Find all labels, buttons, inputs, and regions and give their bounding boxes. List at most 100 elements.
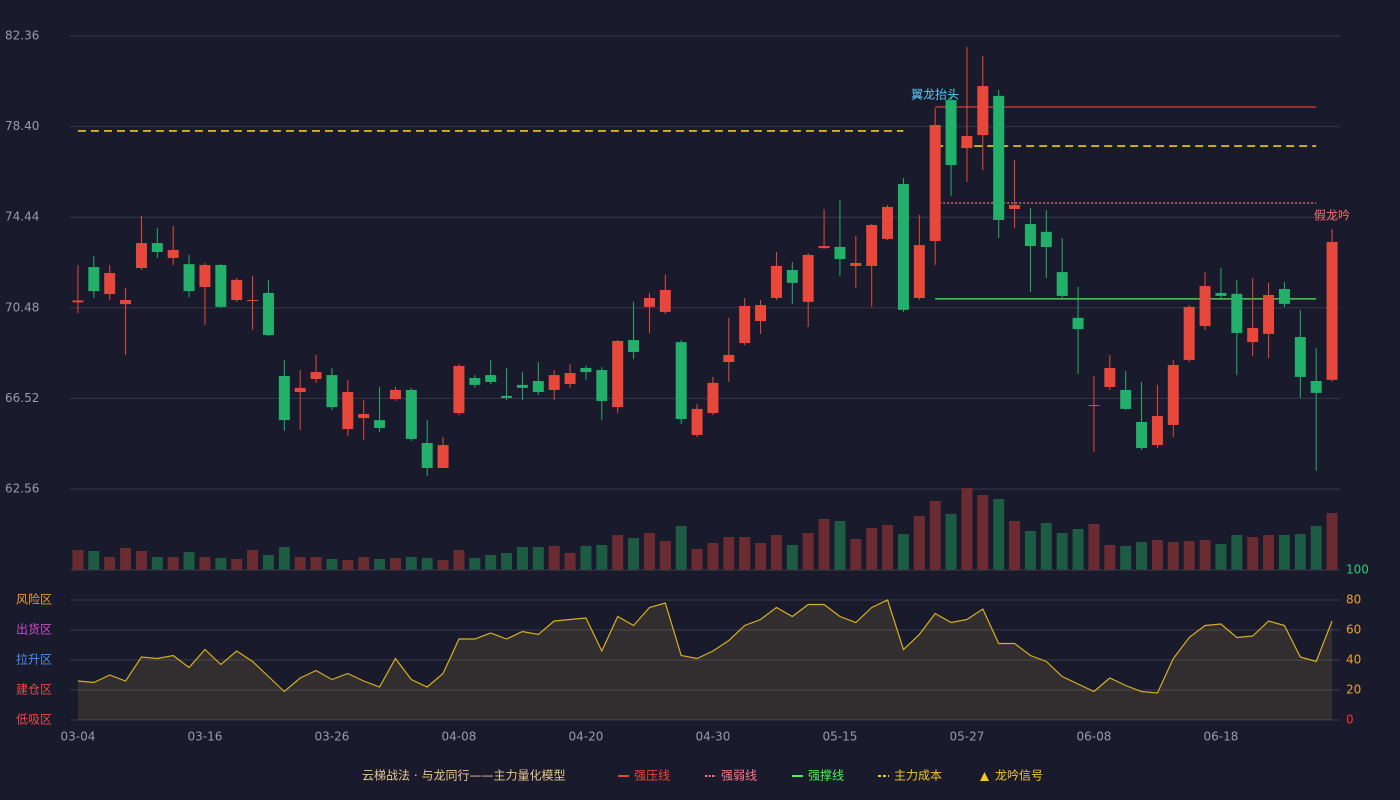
candle-body (104, 273, 116, 295)
y-tick-label: 66.52 (5, 391, 39, 405)
candle-body (866, 224, 878, 266)
indicator-line (77, 599, 1333, 694)
candle-body (786, 270, 798, 283)
x-tick-label: 03-26 (315, 730, 350, 744)
volume-bar (564, 553, 576, 570)
volume-bar (1294, 534, 1306, 570)
candle-body (215, 265, 227, 307)
volume-bar (643, 533, 655, 570)
volume-bar (294, 557, 306, 570)
volume-bar (1040, 523, 1052, 570)
y-tick-label: 60 (1346, 623, 1361, 637)
zone-label: 低吸区 (16, 713, 52, 727)
volume-bar (1215, 544, 1227, 570)
volume-bar (326, 559, 338, 570)
volume-bar (897, 534, 909, 570)
volume-bar (199, 557, 211, 570)
volume-bar (866, 528, 878, 570)
candle-body (389, 389, 401, 400)
volume-bar (247, 550, 259, 570)
volume-bar (215, 558, 227, 570)
candle-body (580, 367, 592, 373)
candle-body (977, 86, 989, 136)
candle-body (358, 413, 370, 419)
volume-bar (1151, 540, 1163, 570)
candle-body (1167, 364, 1179, 425)
x-tick-label: 04-20 (569, 730, 604, 744)
volume-bar (818, 519, 830, 570)
candle-body (1278, 289, 1290, 304)
volume-bar (580, 546, 592, 570)
legend-label: 龙吟信号 (995, 768, 1043, 783)
volume-bar (1024, 531, 1036, 570)
volume-bar (358, 557, 370, 570)
volume-bar (1120, 546, 1132, 570)
candle-body (516, 384, 528, 388)
volume-bar (739, 537, 751, 570)
candle-body (501, 395, 513, 398)
candle-body (405, 389, 417, 439)
volume-bar (628, 538, 640, 570)
candle-body (326, 375, 338, 408)
volume-bar (961, 488, 973, 570)
zone-label: 风险区 (16, 592, 52, 607)
candle-body (1247, 327, 1259, 343)
y-tick-label: 40 (1346, 653, 1361, 667)
x-tick-label: 04-30 (696, 730, 731, 744)
candle-body (1024, 224, 1036, 247)
candle-body (802, 254, 814, 302)
candle-body (1056, 272, 1068, 296)
candle-body (485, 375, 497, 382)
volume-bar (183, 552, 195, 570)
y-tick-label: 82.36 (5, 29, 39, 43)
volume-bar (675, 526, 687, 570)
y-tick-label: 62.56 (5, 482, 39, 496)
annotation: 假龙吟 (1314, 208, 1350, 223)
candle-body (564, 373, 576, 384)
candle-body (548, 375, 560, 390)
candle-body (278, 375, 290, 421)
volume-bar (1310, 526, 1322, 570)
candle-body (151, 243, 163, 252)
candle-body (342, 391, 354, 430)
candle-body (1326, 241, 1338, 380)
volume-bar (850, 539, 862, 570)
volume-bar (707, 543, 719, 570)
candle-body (739, 305, 751, 344)
volume-bar (802, 533, 814, 570)
candle-body (262, 292, 274, 336)
volume-bar (374, 559, 386, 570)
volume-bar (1009, 521, 1021, 570)
candle-body (675, 342, 687, 419)
legend-label: 强压线 (634, 769, 670, 783)
candle-body (723, 354, 735, 363)
candle-body (961, 135, 973, 149)
candle-body (374, 420, 386, 428)
volume-bar (755, 543, 767, 570)
volume-bar (1263, 535, 1275, 570)
candle-body (72, 300, 84, 303)
volume-bar (278, 547, 290, 570)
candle-body (818, 246, 830, 249)
legend-title: 云梯战法 · 与龙同行——主力量化模型 (362, 769, 565, 783)
annotation: 翼龙抬头 (911, 88, 959, 102)
volume-bar (151, 557, 163, 570)
candle-body (850, 262, 862, 266)
legend-label: 强弱线 (721, 769, 757, 783)
zone-label: 出货区 (16, 622, 52, 637)
candle-body (247, 300, 259, 302)
y-tick-label: 70.48 (5, 300, 39, 314)
volume-bar (596, 545, 608, 570)
legend-label: 主力成本 (894, 769, 942, 783)
volume-bar (691, 549, 703, 570)
volume-bar (770, 535, 782, 570)
volume-bar (516, 547, 528, 570)
volume-bar (612, 535, 624, 570)
candle-body (120, 300, 132, 305)
volume-bar (72, 550, 84, 570)
volume-bar (453, 550, 465, 570)
candle-body (1120, 389, 1132, 409)
volume-bar (1247, 537, 1259, 570)
volume-bar (1167, 542, 1179, 570)
candle-body (929, 124, 941, 241)
